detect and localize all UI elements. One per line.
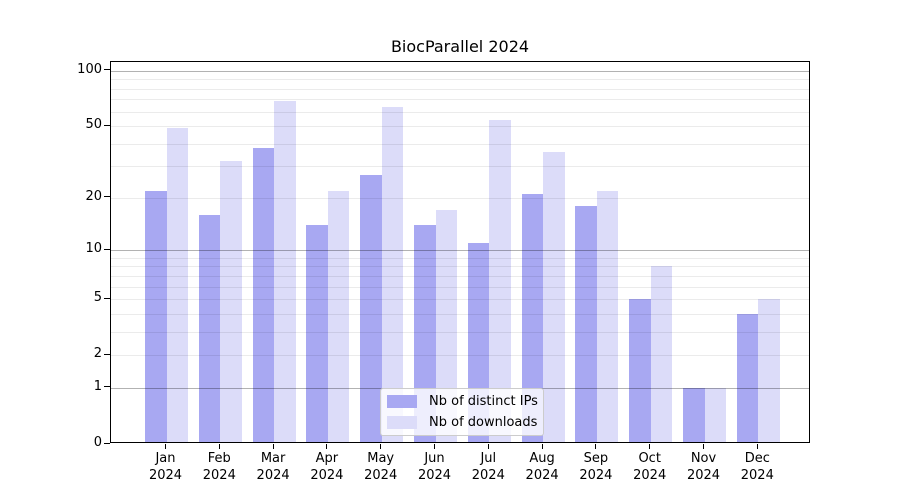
gridline-minor-8	[111, 266, 809, 268]
x-tick-label-jun: Jun 2024	[417, 451, 452, 483]
y-tick-label-5: 5	[93, 290, 102, 306]
bar-nb-of-distinct-ips-mar	[252, 147, 275, 442]
x-tick-label-apr: Apr 2024	[310, 451, 344, 483]
legend-label-distinct-ips: Nb of distinct IPs	[429, 393, 538, 409]
x-tick-label-may: May 2024	[364, 451, 398, 483]
bar-nb-of-downloads-feb	[220, 161, 242, 442]
bar-nb-of-distinct-ips-oct	[629, 299, 651, 442]
bar-nb-of-downloads-apr	[327, 190, 350, 442]
gridline-minor-90	[111, 79, 809, 81]
gridline-minor-3	[111, 331, 809, 333]
x-tick-dec	[756, 444, 758, 449]
gridline-minor-7	[111, 275, 809, 277]
gridline-minor-9	[111, 257, 809, 259]
x-tick-label-jan: Jan 2024	[148, 451, 183, 483]
x-tick-aug	[541, 444, 543, 449]
gridline-minor-6	[111, 286, 809, 288]
legend-item-downloads: Nb of downloads	[387, 414, 537, 432]
bar-nb-of-downloads-jan	[166, 127, 188, 442]
y-tick-5	[104, 297, 110, 299]
x-tick-label-aug: Aug 2024	[525, 451, 559, 483]
x-tick-may	[380, 444, 382, 449]
x-tick-jun	[434, 444, 435, 449]
x-tick-label-jul: Jul 2024	[471, 451, 505, 483]
y-tick-label-50: 50	[85, 117, 102, 133]
bar-nb-of-downloads-jun	[435, 210, 457, 442]
gridline-minor-30	[111, 166, 809, 168]
bar-nb-of-distinct-ips-dec	[736, 313, 759, 442]
legend-swatch-distinct-ips	[387, 395, 417, 408]
y-tick-0	[104, 442, 110, 444]
legend: Nb of distinct IPs Nb of downloads	[380, 388, 544, 436]
bar-nb-of-downloads-nov	[704, 387, 726, 442]
bar-nb-of-distinct-ips-nov	[683, 387, 705, 442]
bar-nb-of-downloads-dec	[758, 299, 780, 442]
bar-nb-of-distinct-ips-jun	[414, 225, 436, 442]
y-tick-label-20: 20	[85, 188, 102, 204]
bar-nb-of-distinct-ips-sep	[575, 206, 597, 442]
chart-title: BiocParallel 2024	[390, 37, 530, 56]
x-tick-jul	[487, 444, 489, 449]
bar-nb-of-distinct-ips-apr	[306, 225, 328, 442]
gridline-minor-60	[111, 111, 809, 113]
y-tick-label-1: 1	[93, 378, 102, 394]
y-tick-1	[104, 386, 110, 388]
bar-nb-of-downloads-may	[381, 106, 404, 442]
x-tick-apr	[326, 444, 328, 449]
gridline-major-100	[111, 70, 809, 72]
y-tick-label-2: 2	[93, 346, 102, 362]
bar-nb-of-distinct-ips-may	[360, 174, 382, 442]
x-tick-label-nov: Nov 2024	[686, 451, 721, 483]
legend-label-downloads: Nb of downloads	[429, 414, 538, 430]
bar-nb-of-downloads-mar	[274, 100, 296, 442]
y-tick-label-100: 100	[77, 61, 102, 77]
bar-nb-of-distinct-ips-aug	[521, 194, 544, 442]
x-tick-label-oct: Oct 2024	[633, 451, 667, 483]
bar-nb-of-downloads-jul	[489, 120, 511, 442]
x-tick-feb	[218, 444, 220, 449]
y-tick-50	[104, 124, 110, 126]
grid-layer	[111, 62, 809, 442]
x-tick-sep	[595, 444, 597, 449]
y-tick-label-0: 0	[93, 435, 102, 450]
y-tick-label-10: 10	[85, 241, 102, 257]
x-tick-oct	[649, 444, 651, 449]
gridline-minor-20	[111, 197, 809, 199]
bar-nb-of-distinct-ips-jan	[145, 190, 167, 442]
legend-item-distinct-ips: Nb of distinct IPs	[387, 393, 538, 411]
y-tick-10	[104, 248, 110, 250]
y-tick-100	[104, 69, 110, 71]
legend-swatch-downloads	[387, 416, 417, 429]
gridline-minor-50	[111, 126, 809, 128]
gridline-minor-2	[111, 355, 809, 357]
plot-area	[110, 61, 810, 443]
x-tick-label-sep: Sep 2024	[579, 451, 613, 483]
x-tick-label-mar: Mar 2024	[256, 451, 290, 483]
gridline-minor-4	[111, 313, 809, 315]
y-tick-2	[104, 353, 110, 355]
gridline-minor-5	[111, 299, 809, 301]
gridline-major-10	[111, 250, 809, 252]
bar-nb-of-distinct-ips-feb	[198, 215, 221, 442]
bar-nb-of-downloads-oct	[650, 266, 673, 442]
gridline-minor-70	[111, 99, 809, 101]
x-tick-label-dec: Dec 2024	[740, 451, 774, 483]
gridline-minor-40	[111, 143, 809, 145]
x-tick-label-feb: Feb 2024	[202, 451, 236, 483]
bar-nb-of-downloads-aug	[543, 152, 565, 442]
x-tick-jan	[165, 444, 166, 449]
x-tick-mar	[272, 444, 274, 449]
gridline-minor-80	[111, 88, 809, 90]
y-tick-20	[104, 196, 110, 198]
x-tick-nov	[703, 444, 704, 449]
bar-nb-of-downloads-sep	[596, 190, 619, 442]
